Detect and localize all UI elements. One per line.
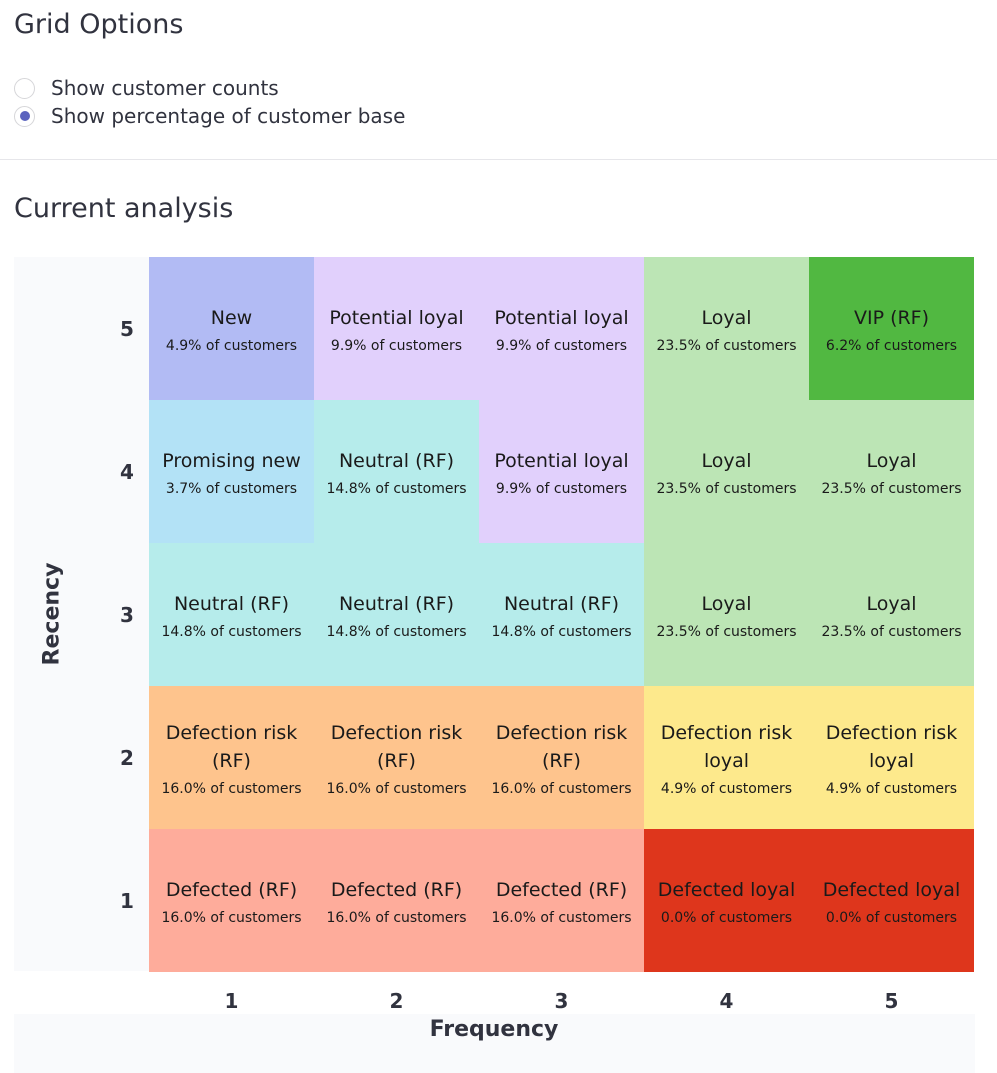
grid-cell: Defection risk (RF) 16.0% of customers [314,686,479,829]
grid-cell: Potential loyal 9.9% of customers [314,257,479,400]
segment-name: Loyal [866,592,917,615]
segment-percentage: 14.8% of customers [491,623,632,640]
segment-percentage: 4.9% of customers [165,337,298,354]
radio-show-counts[interactable]: Show customer counts [14,75,279,101]
grid-cell: Defected loyal 0.0% of customers [809,829,974,972]
grid-cell: Defection risk (RF) 16.0% of customers [149,686,314,829]
section-divider [0,159,997,160]
segment-name: New [210,306,253,329]
segment-name: Potential loyal [494,306,629,329]
segment-percentage: 0.0% of customers [825,909,958,926]
segment-name: Defection risk (RF) [495,721,628,772]
segment-name: Loyal [701,449,752,472]
segment-name: Loyal [701,306,752,329]
segment-percentage: 16.0% of customers [491,909,632,926]
grid-cell: Loyal 23.5% of customers [809,400,974,543]
segment-name: Defection risk loyal [825,721,958,772]
segment-name: Defected loyal [822,878,961,901]
segment-percentage: 23.5% of customers [821,480,962,497]
segment-percentage: 9.9% of customers [495,337,628,354]
recency-tick-label: 4 [120,460,134,484]
segment-percentage: 16.0% of customers [161,780,302,797]
grid-cell: Potential loyal 9.9% of customers [479,257,644,400]
frequency-tick-label: 3 [554,989,569,1013]
grid-cell: Defected loyal 0.0% of customers [644,829,809,972]
segment-name: Neutral (RF) [173,592,290,615]
segment-percentage: 23.5% of customers [656,480,797,497]
grid-cell: Neutral (RF) 14.8% of customers [479,543,644,686]
segment-percentage: 14.8% of customers [326,623,467,640]
segment-percentage: 16.0% of customers [326,780,467,797]
segment-percentage: 23.5% of customers [656,337,797,354]
segment-percentage: 9.9% of customers [330,337,463,354]
segment-name: Defection risk loyal [660,721,793,772]
y-axis-title: Recency [39,562,65,666]
grid-cell: Defected (RF) 16.0% of customers [479,829,644,972]
segment-percentage: 16.0% of customers [161,909,302,926]
grid-cell: Neutral (RF) 14.8% of customers [314,543,479,686]
grid-cell: Defection risk (RF) 16.0% of customers [479,686,644,829]
segment-name: Loyal [701,592,752,615]
segment-name: Defected (RF) [495,878,628,901]
segment-name: Promising new [162,449,301,472]
grid-cell: Potential loyal 9.9% of customers [479,400,644,543]
segment-percentage: 16.0% of customers [491,780,632,797]
frequency-tick-label: 1 [224,989,239,1013]
segment-percentage: 23.5% of customers [821,623,962,640]
recency-tick-label: 2 [120,746,134,770]
segment-name: Potential loyal [494,449,629,472]
current-analysis-title: Current analysis [14,193,234,224]
segment-name: Neutral (RF) [338,449,455,472]
segment-name: Defected loyal [657,878,796,901]
grid-cell: Neutral (RF) 14.8% of customers [149,543,314,686]
grid-cell: Defection risk loyal 4.9% of customers [644,686,809,829]
segment-name: Defection risk (RF) [330,721,463,772]
radio-circle-icon[interactable] [14,77,35,99]
grid-cell: Loyal 23.5% of customers [809,543,974,686]
recency-tick-label: 5 [120,317,134,341]
y-axis-background [14,257,149,971]
grid-options-title: Grid Options [14,9,184,40]
grid-cell: Loyal 23.5% of customers [644,400,809,543]
x-axis-background [14,1014,975,1073]
segment-percentage: 3.7% of customers [165,480,298,497]
grid-cell: Defected (RF) 16.0% of customers [149,829,314,972]
frequency-tick-label: 4 [719,989,734,1013]
segment-percentage: 14.8% of customers [161,623,302,640]
segment-name: Defection risk (RF) [165,721,298,772]
segment-percentage: 9.9% of customers [495,480,628,497]
grid-cell: Loyal 23.5% of customers [644,257,809,400]
segment-name: Neutral (RF) [338,592,455,615]
segment-percentage: 16.0% of customers [326,909,467,926]
frequency-tick-label: 2 [389,989,404,1013]
grid-cell: Neutral (RF) 14.8% of customers [314,400,479,543]
grid-cell: Loyal 23.5% of customers [644,543,809,686]
segment-percentage: 6.2% of customers [825,337,958,354]
segment-name: Loyal [866,449,917,472]
segment-name: VIP (RF) [853,306,930,329]
frequency-tick-label: 5 [884,989,899,1013]
radio-label-counts: Show customer counts [51,76,279,100]
grid-cell: Promising new 3.7% of customers [149,400,314,543]
grid-cell: New 4.9% of customers [149,257,314,400]
grid-cell: Defected (RF) 16.0% of customers [314,829,479,972]
segment-name: Defected (RF) [165,878,298,901]
segment-percentage: 4.9% of customers [825,780,958,797]
segment-percentage: 4.9% of customers [660,780,793,797]
radio-label-percentage: Show percentage of customer base [51,104,406,128]
recency-tick-label: 3 [120,603,134,627]
segment-name: Neutral (RF) [503,592,620,615]
radio-show-percentage[interactable]: Show percentage of customer base [14,103,405,129]
segment-name: Potential loyal [329,306,464,329]
segment-name: Defected (RF) [330,878,463,901]
segment-percentage: 14.8% of customers [326,480,467,497]
rf-grid: Recency Frequency New 4.9% of customers Po… [14,257,975,1073]
x-axis-title: Frequency [429,1017,559,1042]
recency-tick-label: 1 [120,889,134,913]
grid-cell: VIP (RF) 6.2% of customers [809,257,974,400]
segment-percentage: 0.0% of customers [660,909,793,926]
grid-cell: Defection risk loyal 4.9% of customers [809,686,974,829]
segment-percentage: 23.5% of customers [656,623,797,640]
radio-circle-checked-icon[interactable] [14,105,35,127]
